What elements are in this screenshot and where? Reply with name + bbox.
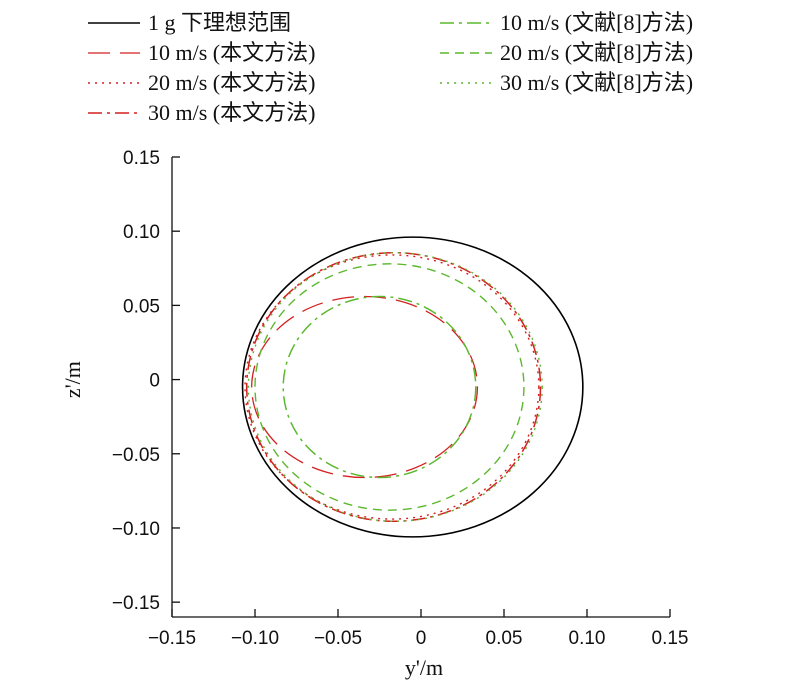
x-tick-label: −0.15 xyxy=(148,628,196,649)
y-tick-label: 0 xyxy=(149,371,160,392)
legend: 1 g 下理想范围 10 m/s (本文方法) 20 m/s (本文方法) 30 m/… xyxy=(88,10,693,125)
plot-area: −0.15 −0.10 −0.05 0 0.05 0.10 0.15 0.15 0.10 0.0… xyxy=(112,148,689,649)
y-axis-label: z'/m xyxy=(60,361,85,398)
legend-label: 1 g 下理想范围 xyxy=(148,10,291,35)
series-curve-1 xyxy=(241,236,584,538)
series-curve-5 xyxy=(282,295,477,479)
series-curve-3 xyxy=(244,254,540,520)
legend-label: 30 m/s (本文方法) xyxy=(148,100,315,125)
x-axis-ticks: −0.15 −0.10 −0.05 0 0.05 0.10 0.15 xyxy=(148,609,689,649)
legend-label: 10 m/s (文献[8]方法) xyxy=(500,10,693,35)
y-tick-label: 0.15 xyxy=(123,148,160,169)
y-axis-ticks: 0.15 0.10 0.05 0 −0.05 −0.10 −0.15 xyxy=(112,148,180,614)
y-tick-label: −0.15 xyxy=(112,593,160,614)
series-curve-7 xyxy=(247,252,543,522)
y-tick-label: −0.10 xyxy=(112,519,160,540)
x-tick-label: 0.10 xyxy=(569,628,606,649)
series-curve-4 xyxy=(245,251,542,523)
legend-label: 10 m/s (本文方法) xyxy=(148,40,315,65)
legend-label: 20 m/s (本文方法) xyxy=(148,70,315,95)
x-tick-label: 0.05 xyxy=(486,628,523,649)
legend-label: 20 m/s (文献[8]方法) xyxy=(500,40,693,65)
y-tick-label: 0.10 xyxy=(123,222,160,243)
x-tick-label: 0.15 xyxy=(652,628,689,649)
y-tick-label: −0.05 xyxy=(112,445,160,466)
legend-label: 30 m/s (文献[8]方法) xyxy=(500,70,693,95)
x-tick-label: −0.05 xyxy=(314,628,362,649)
y-tick-label: 0.05 xyxy=(123,296,160,317)
x-tick-label: −0.10 xyxy=(231,628,279,649)
series-curves xyxy=(241,236,584,538)
series-curve-6 xyxy=(254,263,525,511)
series-curve-2 xyxy=(251,295,479,479)
x-tick-label: 0 xyxy=(416,628,427,649)
x-axis-label: y'/m xyxy=(405,655,443,680)
